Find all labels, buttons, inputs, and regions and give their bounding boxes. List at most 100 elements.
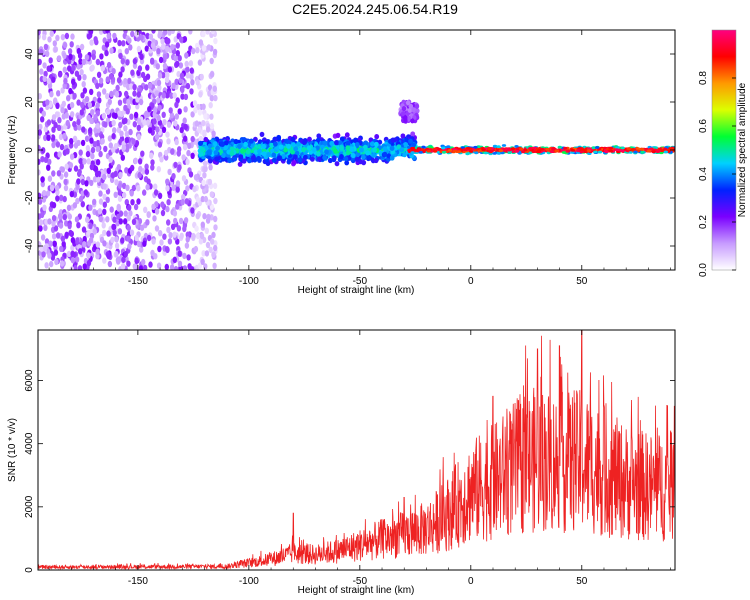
spectrogram-cell bbox=[386, 153, 391, 159]
spectrogram-cell bbox=[178, 217, 184, 225]
spectrogram-cell bbox=[199, 232, 205, 240]
spectrogram-cell bbox=[182, 265, 188, 270]
spectrogram-cell bbox=[55, 34, 60, 42]
spectrogram-cell bbox=[101, 112, 107, 120]
spectrogram-cell bbox=[96, 71, 102, 79]
spectrogram-cell bbox=[38, 169, 41, 176]
spectrogram-cell bbox=[401, 106, 407, 112]
spectrogram-cell bbox=[174, 101, 179, 109]
spectrogram-cell bbox=[109, 90, 114, 98]
spectrogram-cell bbox=[653, 146, 658, 150]
spectrogram-cell bbox=[55, 141, 61, 148]
spectrogram-cell bbox=[49, 260, 54, 268]
spectrogram-cell bbox=[208, 164, 213, 171]
spectrogram-cell bbox=[38, 93, 42, 100]
spectrogram-cell bbox=[354, 156, 360, 162]
spectrogram-cell bbox=[132, 84, 137, 91]
spectrogram-cell bbox=[72, 121, 77, 128]
spectrogram-cell bbox=[561, 151, 567, 154]
spectrogram-cell bbox=[88, 204, 93, 211]
spectrogram-cell bbox=[371, 152, 377, 158]
spectrogram-cell bbox=[195, 213, 200, 220]
spectrogram-cell bbox=[426, 149, 431, 153]
spectrogram-cell bbox=[120, 154, 126, 161]
spectrogram-cell bbox=[403, 142, 408, 148]
spectrogram-cell bbox=[190, 111, 195, 118]
spectrogram-cell bbox=[95, 159, 101, 166]
spectrogram-cell bbox=[102, 173, 107, 181]
spectrogram-cell bbox=[139, 224, 145, 231]
spectrogram-cell bbox=[173, 266, 179, 270]
spectrogram-cell bbox=[399, 147, 405, 153]
spectrogram-cell bbox=[169, 92, 174, 99]
spectrogram-cell bbox=[178, 62, 184, 69]
spectrogram-cell bbox=[528, 147, 533, 150]
spectrogram-cell bbox=[175, 186, 180, 193]
spectrogram-cell bbox=[366, 154, 372, 160]
spectrogram-cell bbox=[40, 156, 45, 163]
spectrogram-cell bbox=[68, 53, 73, 60]
spectrogram-cell bbox=[54, 258, 59, 266]
spectrogram-cell bbox=[82, 87, 88, 94]
spectrogram-cell bbox=[215, 145, 221, 151]
spectrogram-cell bbox=[177, 164, 182, 171]
spectrogram-cell bbox=[142, 240, 147, 247]
spectrogram-cell bbox=[333, 148, 338, 154]
spectrogram-cell bbox=[174, 78, 179, 86]
spectrogram-cell bbox=[39, 68, 44, 75]
spectrogram-cell bbox=[207, 158, 213, 164]
spectrogram-cell bbox=[67, 48, 73, 55]
spectrogram-cell bbox=[126, 235, 131, 242]
spectrogram-cell bbox=[117, 182, 123, 189]
spectrogram-cell bbox=[519, 147, 524, 151]
spectrogram-cell bbox=[173, 161, 178, 169]
spectrogram-cell bbox=[167, 30, 172, 36]
spectrogram-cell bbox=[165, 92, 170, 99]
spectrogram-cell bbox=[191, 47, 196, 55]
spectrogram-cell bbox=[61, 100, 66, 108]
spectrogram-cell bbox=[118, 52, 123, 60]
spectrogram-cell bbox=[165, 131, 170, 138]
spectrogram-cell bbox=[72, 202, 78, 209]
spectrogram-cell bbox=[62, 66, 67, 74]
spectrogram-cell bbox=[301, 147, 306, 153]
spectrogram-cell bbox=[253, 136, 258, 142]
spectrogram-cell bbox=[70, 33, 75, 40]
spectrogram-cell bbox=[127, 37, 132, 44]
spectrogram-cell bbox=[145, 219, 150, 226]
spectrogram-cell bbox=[209, 191, 214, 198]
spectrogram-cell bbox=[90, 64, 95, 71]
spectrogram-cell bbox=[123, 250, 128, 258]
spectrogram-cell bbox=[175, 203, 180, 210]
spectrogram-cell bbox=[400, 111, 406, 117]
spectrogram-cell bbox=[158, 56, 164, 64]
spectrogram-cell bbox=[75, 197, 80, 205]
spectrogram-cell bbox=[152, 215, 157, 222]
spectrogram-cell bbox=[92, 198, 97, 206]
spectrogram-cell bbox=[190, 79, 195, 86]
spectrogram-cell bbox=[161, 43, 166, 50]
spectrogram-cell bbox=[121, 40, 126, 47]
spectrogram-cell bbox=[316, 133, 322, 139]
spectrogram-cell bbox=[45, 190, 51, 197]
spectrogram-cell bbox=[79, 69, 84, 76]
spectrogram-cell bbox=[51, 202, 57, 209]
spectrogram-cell bbox=[140, 150, 145, 157]
spectrogram-cell bbox=[180, 198, 185, 206]
spectrogram-cell bbox=[143, 206, 148, 213]
spectrogram-cell bbox=[104, 41, 110, 48]
spectrogram-cell bbox=[102, 229, 107, 237]
spectrogram-cell bbox=[656, 149, 661, 153]
spectrogram-cell bbox=[98, 77, 104, 84]
spectrogram-cell bbox=[469, 150, 474, 153]
spectrogram-cell bbox=[166, 37, 171, 45]
spectrogram-cell bbox=[117, 110, 122, 117]
spectrogram-cell bbox=[118, 71, 123, 78]
spectrogram-cell bbox=[41, 147, 46, 154]
spectrogram-cell bbox=[182, 144, 188, 151]
spectrogram-cell bbox=[49, 91, 54, 98]
snr-series-line bbox=[38, 330, 675, 570]
y-tick-label: 4000 bbox=[24, 432, 35, 455]
spectrogram-cell bbox=[60, 235, 66, 242]
spectrogram-cell bbox=[229, 150, 235, 156]
